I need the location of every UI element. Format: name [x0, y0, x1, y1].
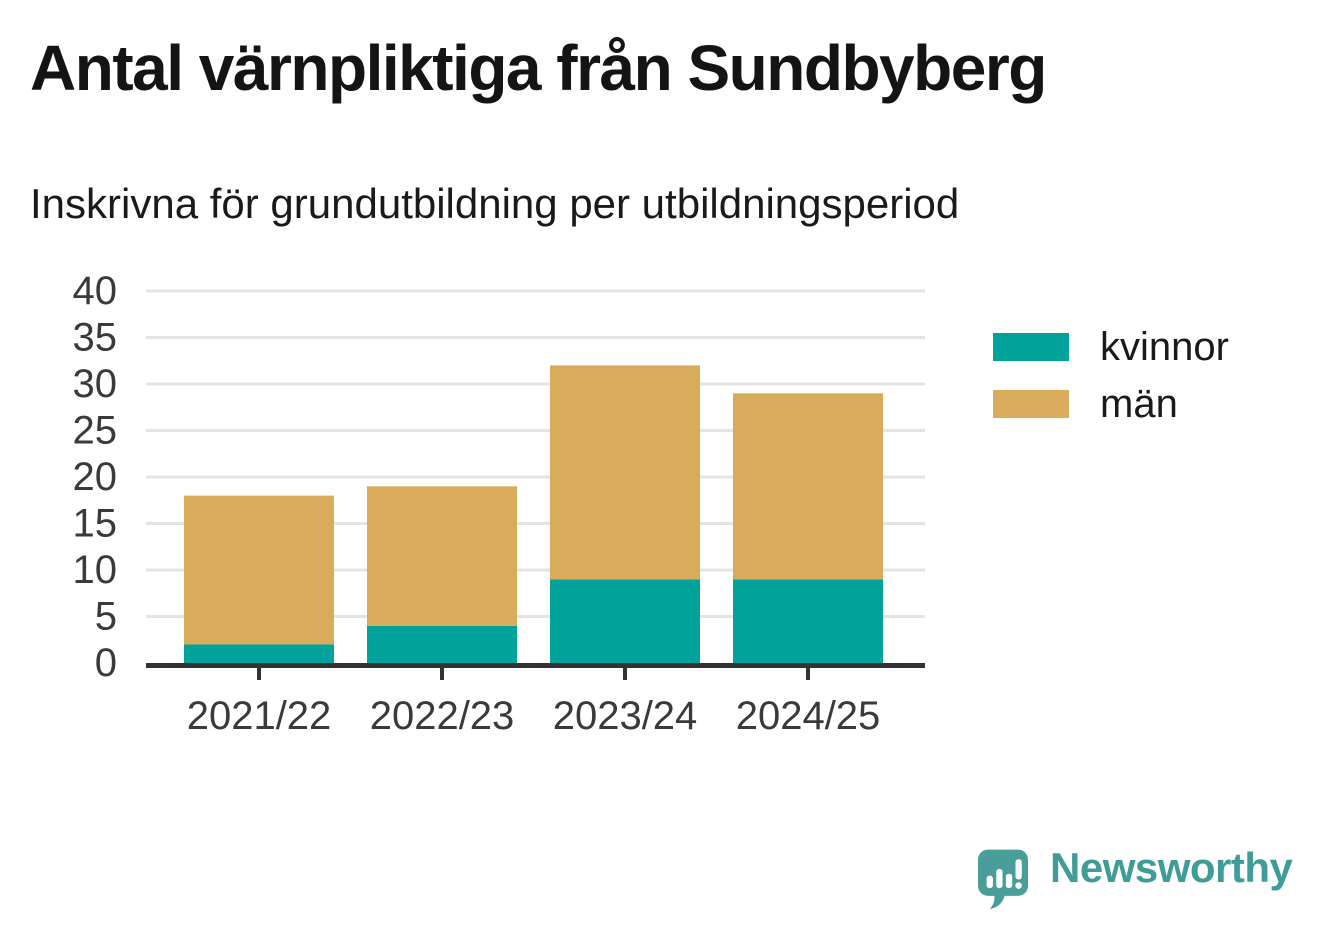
- bar-segment-kvinnor-2021/22: [184, 644, 334, 663]
- legend-item-kvinnor: kvinnor: [993, 324, 1229, 370]
- bar-segment-män-2021/22: [184, 495, 334, 645]
- newsworthy-wordmark: Newsworthy: [1050, 844, 1293, 891]
- bar-segment-män-2024/25: [733, 393, 883, 580]
- newsworthy-icon: [977, 849, 1029, 909]
- y-tick-label-0: 0: [95, 641, 117, 685]
- legend-label-man: män: [1100, 382, 1178, 426]
- x-tick-label-2022/23: 2022/23: [370, 694, 515, 738]
- bar-segment-kvinnor-2023/24: [550, 579, 700, 663]
- legend-item-man: män: [993, 381, 1229, 427]
- legend-swatch-man: [993, 390, 1069, 418]
- x-tick-label-2023/24: 2023/24: [553, 694, 698, 738]
- y-tick-label-15: 15: [73, 502, 118, 546]
- bar-segment-män-2022/23: [367, 486, 517, 626]
- logo-exclamation-dot: [1015, 882, 1022, 889]
- y-tick-label-5: 5: [95, 595, 117, 639]
- newsworthy-icon-bubble: [977, 849, 1029, 909]
- y-tick-label-40: 40: [73, 272, 118, 313]
- x-tick-label-2024/25: 2024/25: [736, 694, 881, 738]
- logo-bar-2: [996, 868, 1003, 889]
- legend-label-kvinnor: kvinnor: [1100, 325, 1229, 369]
- legend-swatch-kvinnor: [993, 333, 1069, 361]
- x-tick-2023/24: [623, 668, 627, 680]
- logo-exclamation-bar: [1015, 859, 1022, 880]
- x-tick-2024/25: [806, 668, 810, 680]
- logo-bar-1: [986, 875, 993, 889]
- bar-segment-kvinnor-2022/23: [367, 625, 517, 663]
- bar-segment-kvinnor-2024/25: [733, 579, 883, 663]
- y-tick-label-25: 25: [73, 409, 118, 453]
- y-tick-label-30: 30: [73, 362, 118, 406]
- legend: kvinnor män: [993, 324, 1229, 427]
- y-tick-label-35: 35: [73, 316, 118, 360]
- chart-title: Antal värnpliktiga från Sundbyberg: [30, 32, 1047, 104]
- x-tick-2021/22: [257, 668, 261, 680]
- chart-subtitle: Inskrivna för grundutbildning per utbild…: [30, 180, 960, 227]
- x-tick-2022/23: [440, 668, 444, 680]
- bar-segment-män-2023/24: [550, 365, 700, 580]
- x-tick-label-2021/22: 2021/22: [187, 694, 332, 738]
- logo-bar-3: [1005, 873, 1013, 889]
- x-axis-line: [146, 663, 925, 668]
- y-tick-label-10: 10: [73, 548, 118, 592]
- y-tick-label-20: 20: [73, 455, 118, 499]
- newsworthy-logo: Newsworthy: [977, 844, 1293, 910]
